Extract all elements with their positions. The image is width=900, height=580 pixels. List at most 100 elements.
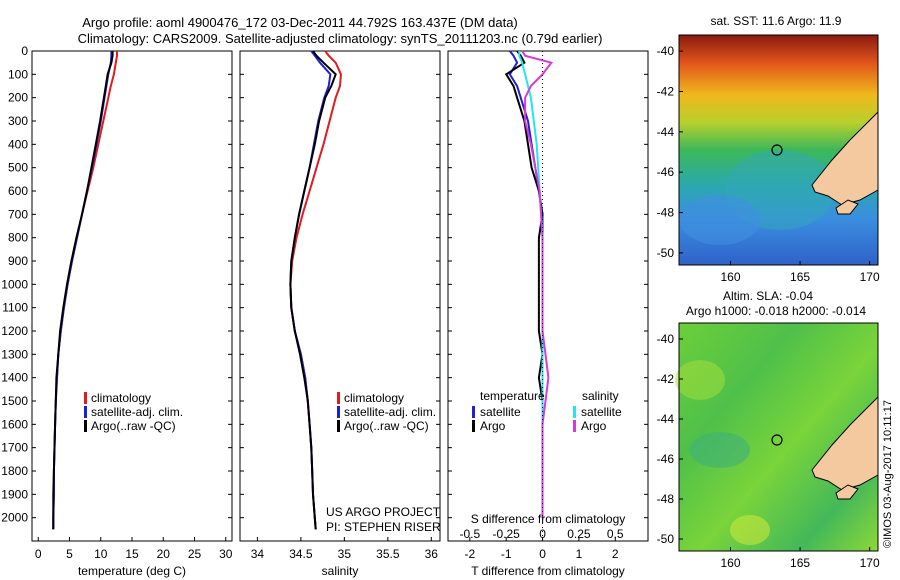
- difference-plot: -2 -1 0 1 2 -0.5 -0.25 0 0.25 0.5: [459, 50, 624, 561]
- sst-lat-ticks: -40 -42 -44 -46 -48 -50: [657, 44, 683, 260]
- x-tick-label: 0: [539, 547, 546, 561]
- lon-tick-label: 170: [860, 556, 880, 570]
- salinity-plot: 34 34.5 35 35.5 36: [251, 50, 438, 561]
- x-tick-label: -1: [501, 547, 512, 561]
- project-name: US ARGO PROJECT: [326, 505, 441, 519]
- x-tick-label: 15: [125, 547, 139, 561]
- legend-swatch-argo: [84, 420, 87, 432]
- depth-tick-label: 1600: [1, 417, 28, 431]
- depth-tick-label: 1500: [1, 394, 28, 408]
- depth-tick-label: 700: [8, 207, 28, 221]
- lat-tick-label: -44: [657, 412, 675, 426]
- temperature-legend: climatology satellite-adj. clim. Argo(..…: [84, 391, 183, 433]
- temperature-xlabel: temperature (deg C): [78, 564, 186, 578]
- lon-tick-label: 165: [790, 270, 810, 284]
- depth-tick-label: 400: [8, 137, 28, 151]
- legend-label-s-argo: Argo: [581, 419, 607, 433]
- x-tick-label: 20: [157, 547, 171, 561]
- lon-tick-label: 160: [720, 556, 740, 570]
- s-tick-label: 0.5: [607, 527, 624, 541]
- lat-tick-label: -50: [657, 246, 675, 260]
- depth-tick-label: 100: [8, 67, 28, 81]
- lon-tick-label: 165: [790, 556, 810, 570]
- lat-tick-label: -46: [657, 452, 675, 466]
- header-subtitle: Climatology: CARS2009. Satellite-adjuste…: [78, 31, 603, 46]
- legend-label-argo: Argo(..raw -QC): [91, 419, 176, 433]
- legend-swatch-climatology: [84, 392, 87, 404]
- sla-low-patch: [690, 432, 750, 468]
- depth-tick-label: 1700: [1, 441, 28, 455]
- x-tick-label: 35: [338, 547, 352, 561]
- legend-swatch-argo: [337, 420, 340, 432]
- header-title: Argo profile: aoml 4900476_172 03-Dec-20…: [82, 15, 518, 30]
- difference-legend: temperature salinity satellite Argo sate…: [472, 389, 622, 433]
- salinity-legend: climatology satellite-adj. clim. Argo(..…: [337, 391, 436, 433]
- legend-label-t-argo: Argo: [480, 419, 506, 433]
- s-tick-label: 0.25: [567, 527, 591, 541]
- depth-axis: 0 100 200 300 400 500 600 700 800 900 1000 1100 1200…: [1, 44, 648, 525]
- legend-label-argo: Argo(..raw -QC): [344, 419, 429, 433]
- s-tick-label: -0.5: [459, 527, 480, 541]
- stewart-island: [835, 484, 859, 500]
- legend-swatch-t-satellite: [472, 406, 475, 418]
- x-tick-label: 25: [188, 547, 202, 561]
- legend-swatch-climatology: [337, 392, 340, 404]
- difference-top-xlabel: S difference from climatology: [471, 512, 626, 526]
- depth-tick-label: 800: [8, 231, 28, 245]
- x-tick-label: 2: [612, 547, 619, 561]
- float-position-marker: [771, 144, 783, 156]
- depth-tick-label: 300: [8, 114, 28, 128]
- difference-panel-frame: [447, 50, 649, 542]
- sla-map-title: Altim. SLA: -0.04: [723, 289, 813, 303]
- stewart-island: [835, 199, 859, 215]
- depth-tick-label: 500: [8, 161, 28, 175]
- legend-label-satellite: satellite-adj. clim.: [344, 405, 436, 419]
- imos-timestamp: ©IMOS 03-Aug-2017 10:11:17: [882, 400, 894, 548]
- sla-lat-ticks: -40 -42 -44 -46 -48 -50: [657, 332, 683, 546]
- temperature-panel-frame: [31, 50, 233, 542]
- depth-tick-label: 900: [8, 254, 28, 268]
- legend-label-s-satellite: satellite: [581, 405, 622, 419]
- legend-salinity-heading: salinity: [582, 389, 619, 403]
- x-tick-label: 30: [219, 547, 233, 561]
- sst-lon-ticks: 160 165 170: [720, 261, 880, 284]
- x-tick-label: 0: [35, 547, 42, 561]
- x-tick-label: 34: [251, 547, 265, 561]
- temperature-plot: 0 5 10 15 20 25 30: [35, 51, 233, 561]
- depth-tick-label: 1300: [1, 347, 28, 361]
- depth-tick-label: 0: [21, 44, 28, 58]
- difference-xlabel: T difference from climatology: [471, 564, 625, 578]
- sst-map-frame: [678, 34, 879, 266]
- sla-map-subtitle: Argo h1000: -0.018 h2000: -0.014: [686, 304, 866, 318]
- series-line-4: [521, 50, 553, 518]
- depth-tick-label: 200: [8, 91, 28, 105]
- depth-tick-label: 1200: [1, 324, 28, 338]
- series-line-3: [289, 50, 337, 530]
- sla-high-patch: [730, 515, 770, 545]
- x-tick-label: 1: [576, 547, 583, 561]
- lat-tick-label: -42: [657, 84, 675, 98]
- legend-swatch-satellite: [337, 406, 340, 418]
- depth-tick-label: 1400: [1, 371, 28, 385]
- depth-tick-label: 1800: [1, 464, 28, 478]
- x-tick-label: -2: [464, 547, 475, 561]
- x-tick-label: 34.5: [289, 547, 313, 561]
- sst-cold-patch: [680, 195, 760, 245]
- sla-map: [675, 322, 879, 552]
- depth-tick-label: 2000: [1, 511, 28, 525]
- x-tick-label: 5: [66, 547, 73, 561]
- salinity-xlabel: salinity: [322, 564, 359, 578]
- sst-map-title: sat. SST: 11.6 Argo: 11.9: [711, 14, 842, 28]
- sst-map: [678, 34, 879, 266]
- lat-tick-label: -40: [657, 44, 675, 58]
- lat-tick-label: -40: [657, 332, 675, 346]
- depth-tick-label: 1900: [1, 487, 28, 501]
- lat-tick-label: -46: [657, 165, 675, 179]
- depth-tick-label: 1100: [2, 301, 28, 315]
- x-tick-label: 10: [94, 547, 108, 561]
- legend-swatch-t-argo: [472, 420, 475, 432]
- legend-label-t-satellite: satellite: [480, 405, 521, 419]
- salinity-panel-frame: [239, 50, 441, 542]
- lat-tick-label: -48: [657, 492, 675, 506]
